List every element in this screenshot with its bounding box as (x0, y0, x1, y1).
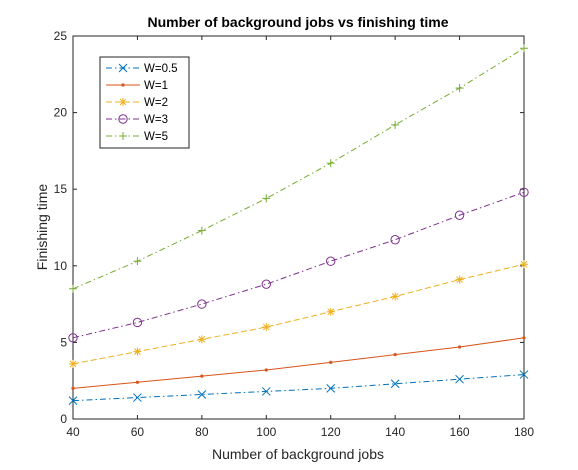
data-point-w-1 (135, 380, 140, 384)
series-line-w-3 (72, 191, 525, 339)
data-point-w-0-5 (197, 390, 207, 399)
legend-marker (118, 63, 128, 73)
data-point-w-3 (326, 256, 336, 266)
y-tick-label: 15 (54, 182, 68, 196)
data-point-w-1 (71, 386, 75, 390)
data-point-w-1 (457, 345, 462, 349)
data-point-w-3 (454, 210, 465, 220)
legend-label: W=5 (144, 131, 168, 143)
legend-marker (121, 83, 125, 87)
legend-box (99, 56, 190, 149)
data-point-w-2 (262, 323, 271, 332)
series-w-2 (69, 260, 528, 368)
chart-title: Number of background jobs vs finishing t… (147, 14, 448, 30)
data-point-w-3 (261, 279, 271, 289)
data-point-w-2 (133, 347, 142, 356)
data-point-w-2 (326, 307, 335, 316)
data-point-w-5 (69, 284, 77, 293)
x-tick-label: 100 (256, 425, 276, 439)
x-axis-label: Number of background jobs (212, 446, 384, 462)
y-tick-label: 10 (54, 259, 68, 273)
y-tick-label: 5 (60, 335, 67, 349)
data-point-w-2 (69, 359, 77, 368)
y-axis-label: Finishing time (34, 184, 50, 271)
data-point-w-2 (391, 292, 400, 301)
data-point-w-0-5 (390, 379, 400, 389)
data-point-w-0-5 (68, 396, 78, 405)
y-tick-label: 20 (54, 106, 68, 120)
data-point-w-3 (197, 299, 207, 309)
legend-item-w-0-5: W=0.5 (106, 63, 178, 75)
x-tick-label: 80 (195, 425, 209, 439)
data-point-w-0-5 (261, 387, 271, 396)
series-w-3 (68, 187, 529, 343)
legend-item-w-5: W=5 (106, 131, 168, 143)
data-point-w-1 (393, 353, 397, 357)
data-point-w-2 (455, 275, 464, 284)
x-tick-label: 120 (321, 425, 341, 439)
y-tick-label: 0 (60, 412, 67, 426)
series-line-w-5 (72, 47, 525, 290)
data-point-w-5 (391, 120, 400, 129)
x-tick-label: 60 (131, 425, 145, 439)
legend-marker (118, 114, 128, 124)
series-line-w-2 (72, 263, 525, 365)
data-point-w-5 (197, 226, 206, 235)
data-point-w-1 (329, 360, 333, 364)
x-tick-label: 140 (385, 425, 405, 439)
legend-label: W=1 (144, 80, 168, 92)
data-point-w-0-5 (133, 393, 142, 402)
data-point-w-0-5 (326, 384, 336, 393)
data-point-w-1 (264, 368, 268, 372)
legend-label: W=0.5 (144, 63, 178, 75)
data-point-w-0-5 (455, 374, 464, 384)
x-tick-label: 160 (450, 425, 470, 439)
x-tick-label: 180 (514, 425, 534, 439)
legend-item-w-1: W=1 (106, 80, 168, 92)
series-line-w-0-5 (72, 374, 525, 402)
data-point-w-5 (133, 257, 142, 266)
data-point-w-3 (390, 235, 400, 245)
series-w-0-5 (68, 370, 529, 405)
legend-marker (119, 98, 127, 106)
series-w-1 (71, 336, 526, 390)
legend-label: W=3 (144, 114, 168, 126)
data-point-w-5 (455, 84, 464, 93)
data-point-w-1 (522, 336, 526, 340)
data-point-w-0-5 (519, 370, 529, 379)
data-point-w-5 (520, 44, 528, 53)
y-tick-label: 25 (54, 29, 68, 43)
x-tick-label: 40 (66, 425, 80, 439)
data-point-w-3 (68, 333, 78, 343)
data-point-w-5 (262, 194, 271, 203)
legend-item-w-2: W=2 (106, 97, 168, 109)
legend-marker (119, 132, 127, 140)
data-point-w-2 (197, 335, 206, 344)
legend: W=0.5 W=1 W=2 W=3 W=5 (99, 56, 190, 149)
data-point-w-3 (132, 317, 143, 328)
data-point-w-2 (520, 260, 528, 269)
series-line-w-1 (72, 337, 525, 389)
series-w-5 (69, 44, 528, 293)
legend-label: W=2 (144, 97, 168, 109)
data-point-w-3 (519, 187, 529, 197)
data-point-w-5 (326, 159, 335, 168)
data-point-w-1 (200, 374, 204, 378)
legend-item-w-3: W=3 (106, 114, 168, 126)
